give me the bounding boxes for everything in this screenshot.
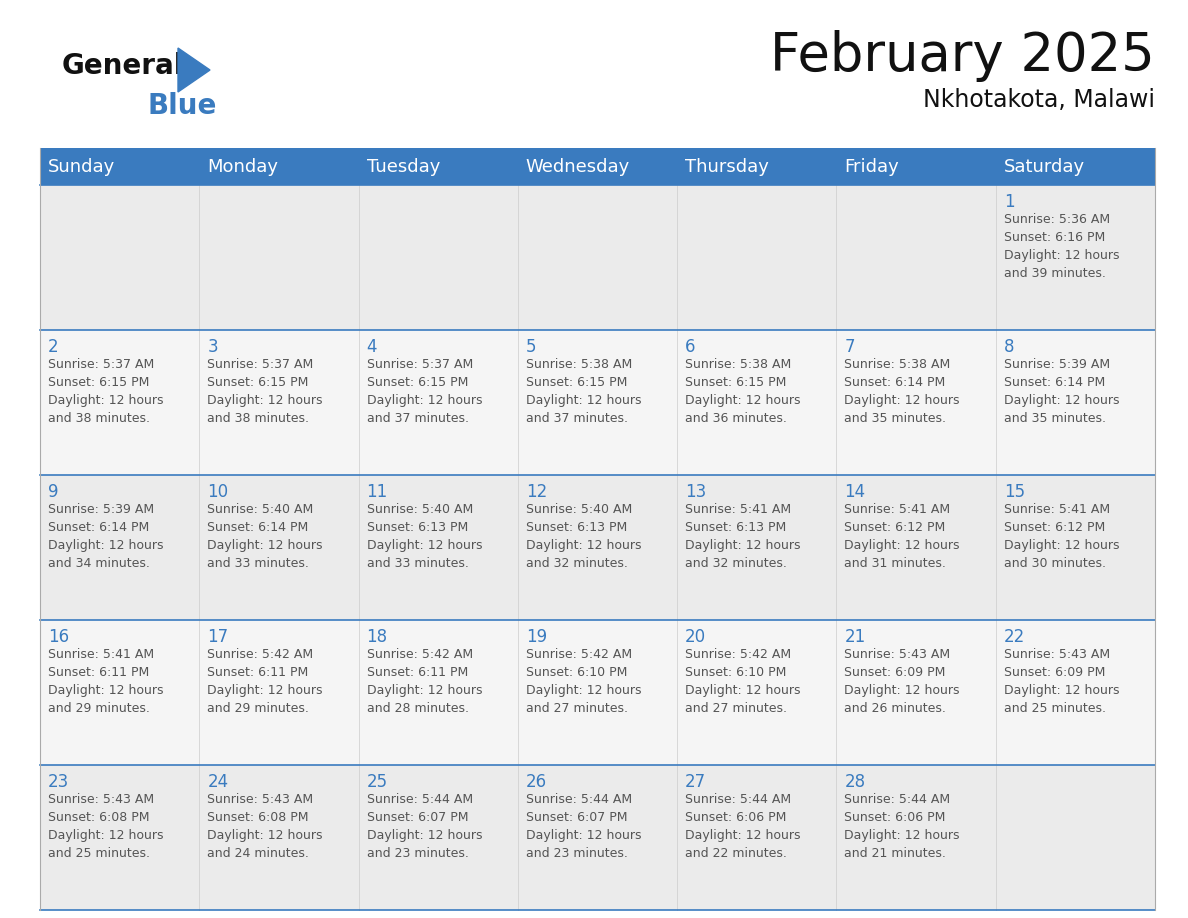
Text: 7: 7 — [845, 338, 855, 356]
Text: 17: 17 — [207, 628, 228, 646]
Text: Sunrise: 5:43 AM
Sunset: 6:09 PM
Daylight: 12 hours
and 25 minutes.: Sunrise: 5:43 AM Sunset: 6:09 PM Dayligh… — [1004, 648, 1119, 715]
Bar — [40, 475, 1155, 620]
Text: Sunday: Sunday — [48, 158, 115, 175]
Text: 23: 23 — [48, 773, 69, 791]
Text: Wednesday: Wednesday — [526, 158, 630, 175]
Bar — [40, 620, 1155, 765]
Text: Sunrise: 5:44 AM
Sunset: 6:07 PM
Daylight: 12 hours
and 23 minutes.: Sunrise: 5:44 AM Sunset: 6:07 PM Dayligh… — [367, 793, 482, 860]
Bar — [40, 148, 1155, 185]
Bar — [40, 765, 1155, 910]
Text: Sunrise: 5:43 AM
Sunset: 6:08 PM
Daylight: 12 hours
and 25 minutes.: Sunrise: 5:43 AM Sunset: 6:08 PM Dayligh… — [48, 793, 164, 860]
Text: Nkhotakota, Malawi: Nkhotakota, Malawi — [923, 88, 1155, 112]
Text: 24: 24 — [207, 773, 228, 791]
Text: 5: 5 — [526, 338, 536, 356]
Text: Tuesday: Tuesday — [367, 158, 440, 175]
Bar — [40, 330, 1155, 475]
Text: Sunrise: 5:41 AM
Sunset: 6:13 PM
Daylight: 12 hours
and 32 minutes.: Sunrise: 5:41 AM Sunset: 6:13 PM Dayligh… — [685, 503, 801, 570]
Text: Sunrise: 5:41 AM
Sunset: 6:12 PM
Daylight: 12 hours
and 30 minutes.: Sunrise: 5:41 AM Sunset: 6:12 PM Dayligh… — [1004, 503, 1119, 570]
Text: 13: 13 — [685, 483, 707, 501]
Text: 19: 19 — [526, 628, 546, 646]
Text: 27: 27 — [685, 773, 707, 791]
Text: Sunrise: 5:42 AM
Sunset: 6:11 PM
Daylight: 12 hours
and 29 minutes.: Sunrise: 5:42 AM Sunset: 6:11 PM Dayligh… — [207, 648, 323, 715]
Text: 9: 9 — [48, 483, 58, 501]
Text: Sunrise: 5:39 AM
Sunset: 6:14 PM
Daylight: 12 hours
and 35 minutes.: Sunrise: 5:39 AM Sunset: 6:14 PM Dayligh… — [1004, 358, 1119, 425]
Text: Monday: Monday — [207, 158, 278, 175]
Text: Sunrise: 5:37 AM
Sunset: 6:15 PM
Daylight: 12 hours
and 38 minutes.: Sunrise: 5:37 AM Sunset: 6:15 PM Dayligh… — [48, 358, 164, 425]
Text: 11: 11 — [367, 483, 387, 501]
Text: 10: 10 — [207, 483, 228, 501]
Text: Sunrise: 5:43 AM
Sunset: 6:08 PM
Daylight: 12 hours
and 24 minutes.: Sunrise: 5:43 AM Sunset: 6:08 PM Dayligh… — [207, 793, 323, 860]
Polygon shape — [178, 48, 210, 92]
Text: General: General — [62, 52, 184, 80]
Text: 25: 25 — [367, 773, 387, 791]
Text: 4: 4 — [367, 338, 377, 356]
Text: Saturday: Saturday — [1004, 158, 1085, 175]
Text: 26: 26 — [526, 773, 546, 791]
Text: Sunrise: 5:39 AM
Sunset: 6:14 PM
Daylight: 12 hours
and 34 minutes.: Sunrise: 5:39 AM Sunset: 6:14 PM Dayligh… — [48, 503, 164, 570]
Text: Sunrise: 5:36 AM
Sunset: 6:16 PM
Daylight: 12 hours
and 39 minutes.: Sunrise: 5:36 AM Sunset: 6:16 PM Dayligh… — [1004, 213, 1119, 280]
Text: 3: 3 — [207, 338, 217, 356]
Text: Sunrise: 5:42 AM
Sunset: 6:10 PM
Daylight: 12 hours
and 27 minutes.: Sunrise: 5:42 AM Sunset: 6:10 PM Dayligh… — [685, 648, 801, 715]
Text: 20: 20 — [685, 628, 707, 646]
Text: Sunrise: 5:38 AM
Sunset: 6:15 PM
Daylight: 12 hours
and 37 minutes.: Sunrise: 5:38 AM Sunset: 6:15 PM Dayligh… — [526, 358, 642, 425]
Bar — [40, 185, 1155, 330]
Text: Sunrise: 5:40 AM
Sunset: 6:13 PM
Daylight: 12 hours
and 33 minutes.: Sunrise: 5:40 AM Sunset: 6:13 PM Dayligh… — [367, 503, 482, 570]
Text: Blue: Blue — [148, 92, 217, 120]
Text: Sunrise: 5:38 AM
Sunset: 6:15 PM
Daylight: 12 hours
and 36 minutes.: Sunrise: 5:38 AM Sunset: 6:15 PM Dayligh… — [685, 358, 801, 425]
Text: Sunrise: 5:43 AM
Sunset: 6:09 PM
Daylight: 12 hours
and 26 minutes.: Sunrise: 5:43 AM Sunset: 6:09 PM Dayligh… — [845, 648, 960, 715]
Text: Sunrise: 5:38 AM
Sunset: 6:14 PM
Daylight: 12 hours
and 35 minutes.: Sunrise: 5:38 AM Sunset: 6:14 PM Dayligh… — [845, 358, 960, 425]
Text: 8: 8 — [1004, 338, 1015, 356]
Text: Sunrise: 5:42 AM
Sunset: 6:10 PM
Daylight: 12 hours
and 27 minutes.: Sunrise: 5:42 AM Sunset: 6:10 PM Dayligh… — [526, 648, 642, 715]
Text: 1: 1 — [1004, 193, 1015, 211]
Text: Sunrise: 5:41 AM
Sunset: 6:12 PM
Daylight: 12 hours
and 31 minutes.: Sunrise: 5:41 AM Sunset: 6:12 PM Dayligh… — [845, 503, 960, 570]
Text: Sunrise: 5:42 AM
Sunset: 6:11 PM
Daylight: 12 hours
and 28 minutes.: Sunrise: 5:42 AM Sunset: 6:11 PM Dayligh… — [367, 648, 482, 715]
Text: 28: 28 — [845, 773, 866, 791]
Text: Sunrise: 5:40 AM
Sunset: 6:14 PM
Daylight: 12 hours
and 33 minutes.: Sunrise: 5:40 AM Sunset: 6:14 PM Dayligh… — [207, 503, 323, 570]
Text: 2: 2 — [48, 338, 58, 356]
Text: 15: 15 — [1004, 483, 1025, 501]
Text: 12: 12 — [526, 483, 548, 501]
Text: Sunrise: 5:41 AM
Sunset: 6:11 PM
Daylight: 12 hours
and 29 minutes.: Sunrise: 5:41 AM Sunset: 6:11 PM Dayligh… — [48, 648, 164, 715]
Text: Sunrise: 5:44 AM
Sunset: 6:07 PM
Daylight: 12 hours
and 23 minutes.: Sunrise: 5:44 AM Sunset: 6:07 PM Dayligh… — [526, 793, 642, 860]
Text: 22: 22 — [1004, 628, 1025, 646]
Text: Sunrise: 5:37 AM
Sunset: 6:15 PM
Daylight: 12 hours
and 37 minutes.: Sunrise: 5:37 AM Sunset: 6:15 PM Dayligh… — [367, 358, 482, 425]
Text: 18: 18 — [367, 628, 387, 646]
Text: 14: 14 — [845, 483, 866, 501]
Text: Thursday: Thursday — [685, 158, 769, 175]
Text: 21: 21 — [845, 628, 866, 646]
Text: 16: 16 — [48, 628, 69, 646]
Text: Sunrise: 5:40 AM
Sunset: 6:13 PM
Daylight: 12 hours
and 32 minutes.: Sunrise: 5:40 AM Sunset: 6:13 PM Dayligh… — [526, 503, 642, 570]
Text: 6: 6 — [685, 338, 696, 356]
Text: February 2025: February 2025 — [770, 30, 1155, 82]
Text: Sunrise: 5:44 AM
Sunset: 6:06 PM
Daylight: 12 hours
and 22 minutes.: Sunrise: 5:44 AM Sunset: 6:06 PM Dayligh… — [685, 793, 801, 860]
Text: Sunrise: 5:37 AM
Sunset: 6:15 PM
Daylight: 12 hours
and 38 minutes.: Sunrise: 5:37 AM Sunset: 6:15 PM Dayligh… — [207, 358, 323, 425]
Text: Sunrise: 5:44 AM
Sunset: 6:06 PM
Daylight: 12 hours
and 21 minutes.: Sunrise: 5:44 AM Sunset: 6:06 PM Dayligh… — [845, 793, 960, 860]
Text: Friday: Friday — [845, 158, 899, 175]
